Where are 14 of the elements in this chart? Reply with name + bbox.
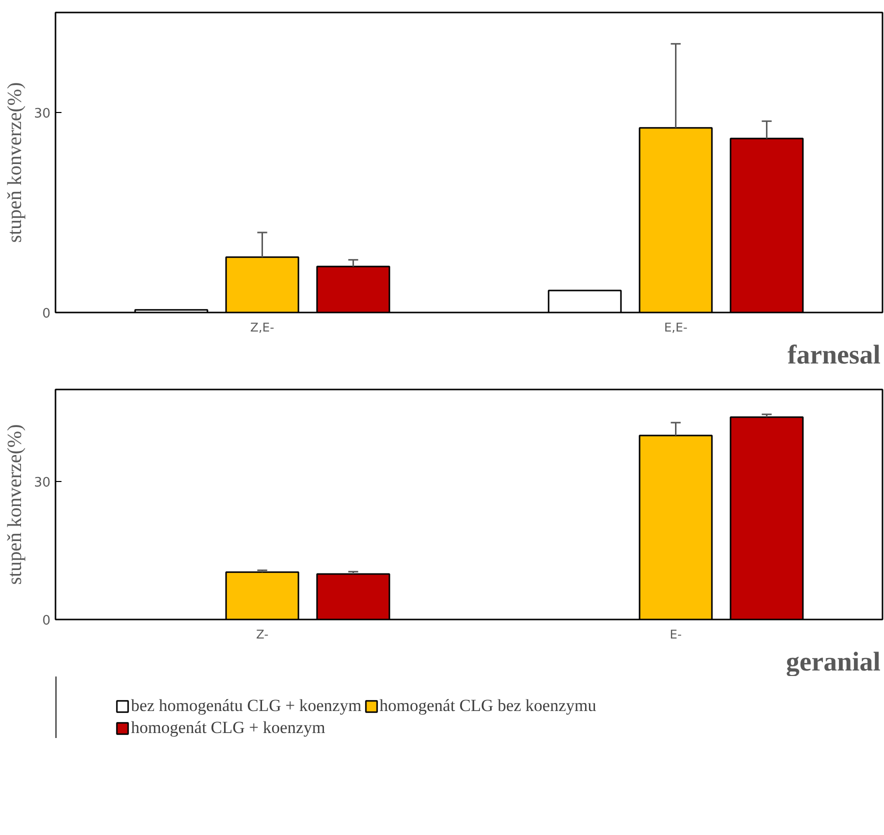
legend-label: homogenát CLG bez koenzymu (380, 696, 596, 716)
y-tick-label: 0 (42, 306, 51, 322)
y-tick-label: 30 (34, 476, 51, 490)
x-tick-label: Z- (256, 628, 268, 642)
legend-label: bez homogenátu CLG + koenzym (131, 696, 362, 716)
x-tick-label: Z,E- (250, 320, 274, 334)
x-tick-label: E- (670, 628, 682, 642)
y-tick-label: 0 (42, 614, 51, 628)
y-axis-title: stupeň konverze(%) (4, 424, 26, 585)
y-axis-title: stupeň konverze(%) (4, 82, 26, 243)
y-tick-label: 30 (34, 106, 51, 122)
text: farnesal (788, 340, 881, 370)
legend-label: homogenát CLG + koenzym (131, 718, 326, 738)
x-tick-label: E,E- (664, 320, 688, 334)
